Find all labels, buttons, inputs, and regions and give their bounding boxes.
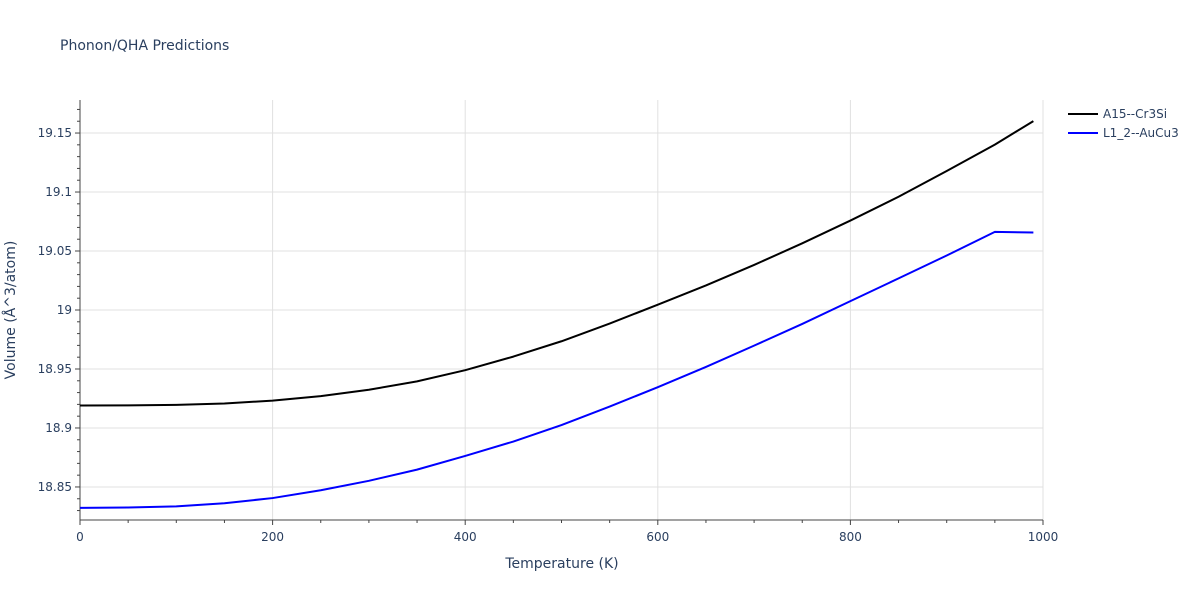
legend-label-2: L1_2--AuCu3 xyxy=(1103,126,1179,140)
y-tick-label: 18.9 xyxy=(45,421,72,435)
series-line-1 xyxy=(79,120,1034,407)
x-axis-title: Temperature (K) xyxy=(504,556,618,572)
series-line-2 xyxy=(79,230,1034,509)
x-tick-label: 200 xyxy=(261,530,284,544)
y-tick-label: 19.15 xyxy=(38,126,72,140)
series-layer xyxy=(79,120,1034,509)
x-tick-label: 400 xyxy=(454,530,477,544)
x-tick-label: 1000 xyxy=(1028,530,1059,544)
x-tick-label: 0 xyxy=(76,530,84,544)
y-axis-title: Volume (Å^3/atom) xyxy=(2,241,19,380)
y-tick-label: 19 xyxy=(57,303,72,317)
legend: A15--Cr3Si L1_2--AuCu3 xyxy=(1068,107,1179,140)
y-tick-label: 18.95 xyxy=(38,362,72,376)
legend-label-1: A15--Cr3Si xyxy=(1103,107,1167,121)
chart-title: Phonon/QHA Predictions xyxy=(60,38,229,54)
x-tick-label: 600 xyxy=(646,530,669,544)
grid-layer xyxy=(80,100,1044,520)
axis-layer: 0 200 400 600 800 1000 18.85 18.9 18.95 19 19.05 19… xyxy=(38,100,1059,544)
x-tick-label: 800 xyxy=(839,530,862,544)
y-tick-label: 18.85 xyxy=(38,480,72,494)
y-tick-label: 19.05 xyxy=(38,244,72,258)
y-tick-label: 19.1 xyxy=(45,185,72,199)
